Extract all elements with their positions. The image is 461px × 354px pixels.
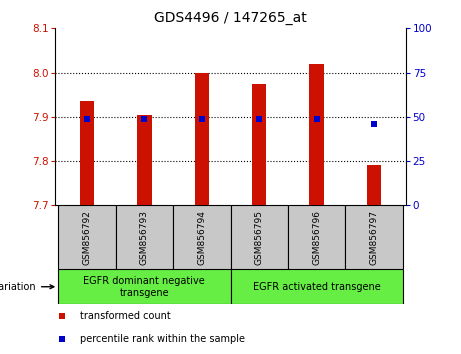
Bar bbox=[58, 269, 230, 304]
Bar bbox=[230, 269, 403, 304]
Text: EGFR dominant negative
transgene: EGFR dominant negative transgene bbox=[83, 276, 205, 298]
Bar bbox=[230, 205, 288, 269]
Bar bbox=[116, 205, 173, 269]
Bar bbox=[137, 115, 152, 205]
Text: EGFR activated transgene: EGFR activated transgene bbox=[253, 282, 380, 292]
Bar bbox=[345, 205, 403, 269]
Bar bbox=[309, 64, 324, 205]
Bar bbox=[173, 205, 230, 269]
Bar bbox=[252, 84, 266, 205]
Text: GSM856794: GSM856794 bbox=[197, 210, 206, 265]
Bar bbox=[288, 205, 345, 269]
Text: genotype/variation: genotype/variation bbox=[0, 282, 54, 292]
Text: GSM856795: GSM856795 bbox=[255, 210, 264, 265]
Bar bbox=[58, 205, 116, 269]
Bar bbox=[367, 166, 381, 205]
Text: percentile rank within the sample: percentile rank within the sample bbox=[80, 334, 245, 344]
Text: GSM856793: GSM856793 bbox=[140, 210, 149, 265]
Title: GDS4496 / 147265_at: GDS4496 / 147265_at bbox=[154, 11, 307, 24]
Text: transformed count: transformed count bbox=[80, 311, 171, 321]
Text: GSM856796: GSM856796 bbox=[312, 210, 321, 265]
Bar bbox=[195, 73, 209, 205]
Text: GSM856792: GSM856792 bbox=[83, 210, 91, 265]
Text: GSM856797: GSM856797 bbox=[370, 210, 378, 265]
Bar bbox=[80, 101, 94, 205]
